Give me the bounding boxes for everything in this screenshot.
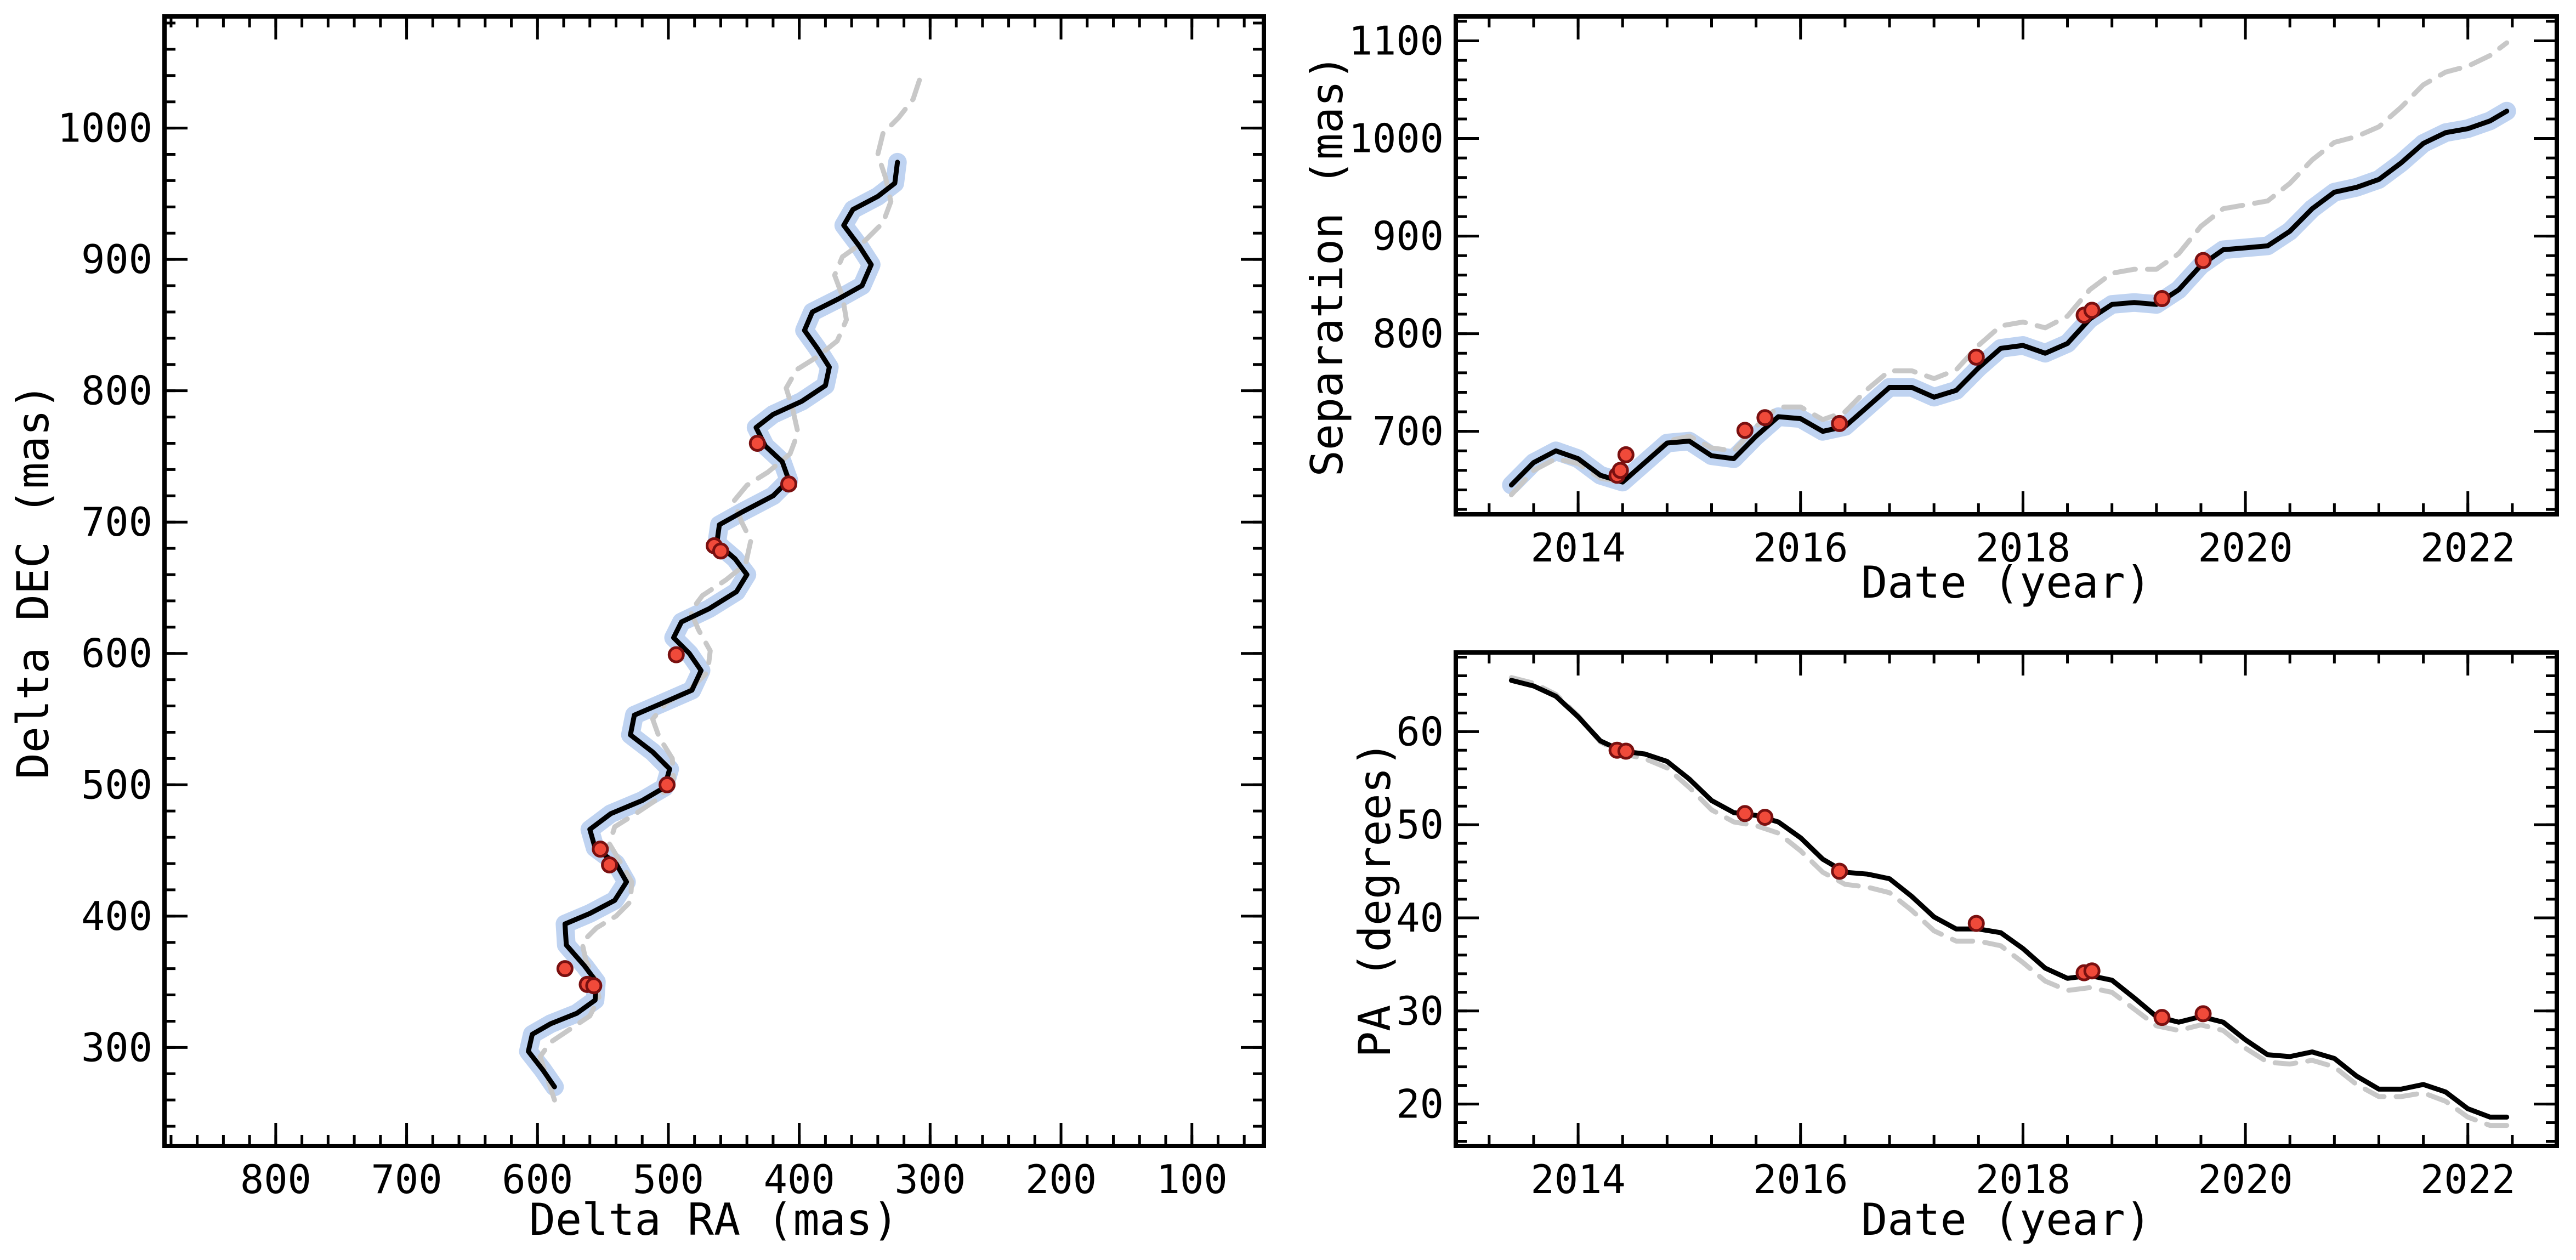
separation-ticks: 2014 2016 2018 2020 2022 700 800 900 1000 1100 [1349, 16, 2557, 571]
position-angle-observation-point-7 [2083, 962, 2101, 980]
separation-observation-point-2 [1617, 446, 1635, 463]
separation-y-tick-label: 1100 [1349, 18, 1444, 64]
sky-model-line [526, 160, 900, 1089]
position-angle-plot-frame [1454, 650, 2559, 1148]
separation-model-line [1508, 109, 2510, 488]
sky-y-axis-label: Delta DEC (mas) [8, 383, 59, 779]
sky-observation-point-3 [592, 841, 609, 858]
sky-plot-area [519, 73, 924, 1103]
separation-plot-frame [1454, 14, 2559, 517]
sky-observation-point-9 [748, 434, 766, 452]
position-angle-observation-point-4 [1831, 862, 1848, 880]
sky-observation-point-8 [712, 542, 729, 560]
position-angle-observation-point-3 [1756, 809, 1774, 826]
sky-observation-point-0 [556, 960, 574, 978]
sky-observation-point-2 [585, 977, 603, 995]
separation-x-axis-label: Date (year) [1861, 557, 2152, 608]
position-angle-panel: 2014 2016 2018 2020 2022 20 30 40 50 60 Date (yea… [1349, 650, 2559, 1245]
separation-observation-point-4 [1756, 409, 1774, 427]
position-angle-plot-area [1508, 675, 2510, 1128]
sky-observation-point-5 [659, 776, 676, 793]
position-angle-model-line [1508, 678, 2510, 1120]
separation-x-tick-label: 2022 [2420, 525, 2515, 571]
sky-y-tick-label: 700 [81, 499, 152, 545]
separation-observation-point-5 [1831, 415, 1848, 432]
separation-y-tick-label: 700 [1372, 408, 1444, 455]
separation-y-tick-label: 900 [1372, 213, 1444, 259]
sky-observation-point-4 [601, 856, 619, 873]
position-angle-x-tick-label: 2020 [2198, 1156, 2293, 1202]
sky-y-tick-label: 900 [81, 236, 152, 282]
separation-y-tick-label: 1000 [1349, 116, 1444, 162]
separation-observation-point-6 [1967, 348, 1985, 366]
position-angle-y-tick-label: 30 [1396, 988, 1444, 1034]
separation-observation-point-3 [1736, 422, 1754, 439]
sky-x-tick-label: 800 [240, 1156, 311, 1202]
sky-x-tick-label: 600 [502, 1156, 573, 1202]
sky-x-tick-label: 500 [633, 1156, 704, 1202]
sky-observation-point-6 [667, 646, 685, 663]
position-angle-observation-point-2 [1736, 805, 1754, 822]
sky-plot-frame [162, 14, 1266, 1148]
position-angle-x-tick-label: 2018 [1976, 1156, 2070, 1202]
position-angle-x-axis-label: Date (year) [1861, 1194, 2152, 1245]
position-angle-y-axis-label: PA (degrees) [1349, 741, 1400, 1058]
separation-observation-point-9 [2153, 290, 2171, 308]
sky-y-tick-label: 600 [81, 631, 152, 677]
position-angle-ticks: 2014 2016 2018 2020 2022 20 30 40 50 60 [1396, 652, 2557, 1202]
separation-plot-area [1502, 40, 2516, 497]
separation-y-tick-label: 800 [1372, 311, 1444, 357]
position-angle-alt-model-line [1508, 675, 2510, 1128]
separation-alt-model-line [1508, 40, 2510, 497]
position-angle-y-tick-label: 60 [1396, 708, 1444, 754]
position-angle-observation-point-1 [1617, 742, 1635, 760]
sky-x-tick-label: 700 [371, 1156, 442, 1202]
separation-panel: 2014 2016 2018 2020 2022 700 800 900 1000 1100 Da… [1302, 14, 2559, 608]
sky-y-tick-label: 300 [81, 1024, 152, 1070]
sky-x-tick-label: 100 [1156, 1156, 1228, 1202]
sky-y-tick-label: 500 [81, 762, 152, 808]
sky-y-tick-label: 400 [81, 893, 152, 939]
sky-alt-model-line [537, 73, 924, 1103]
position-angle-y-tick-label: 20 [1396, 1081, 1444, 1127]
sky-y-tick-label: 800 [81, 368, 152, 414]
position-angle-y-tick-label: 50 [1396, 802, 1444, 848]
separation-y-axis-label: Separation (mas) [1302, 54, 1353, 477]
separation-observation-point-1 [1612, 462, 1629, 479]
separation-x-tick-label: 2020 [2198, 525, 2293, 571]
position-angle-x-tick-label: 2014 [1530, 1156, 1625, 1202]
position-angle-observation-point-5 [1967, 915, 1985, 932]
sky-ticks: 800 700 600 500 400 300 200 100 300 400 500 600 700 8… [58, 16, 1264, 1202]
separation-x-tick-label: 2018 [1976, 525, 2070, 571]
sky-x-tick-label: 400 [764, 1156, 835, 1202]
sky-x-axis-label: Delta RA (mas) [529, 1194, 899, 1245]
separation-observation-point-8 [2083, 302, 2101, 319]
sky-x-tick-label: 200 [1025, 1156, 1097, 1202]
position-angle-observation-point-8 [2153, 1009, 2171, 1026]
sky-plane-panel: 800 700 600 500 400 300 200 100 300 400 500 600 700 8… [8, 14, 1266, 1245]
separation-x-tick-label: 2014 [1530, 525, 1625, 571]
sky-y-tick-label: 1000 [58, 105, 152, 151]
separation-observation-point-10 [2194, 252, 2212, 269]
sky-observation-point-10 [780, 475, 798, 493]
position-angle-x-tick-label: 2016 [1753, 1156, 1848, 1202]
position-angle-x-tick-label: 2022 [2420, 1156, 2515, 1202]
position-angle-observation-point-9 [2194, 1005, 2212, 1023]
position-angle-y-tick-label: 40 [1396, 895, 1444, 941]
separation-x-tick-label: 2016 [1753, 525, 1848, 571]
separation-uncertainty-band [1502, 101, 2516, 495]
sky-x-tick-label: 300 [894, 1156, 966, 1202]
